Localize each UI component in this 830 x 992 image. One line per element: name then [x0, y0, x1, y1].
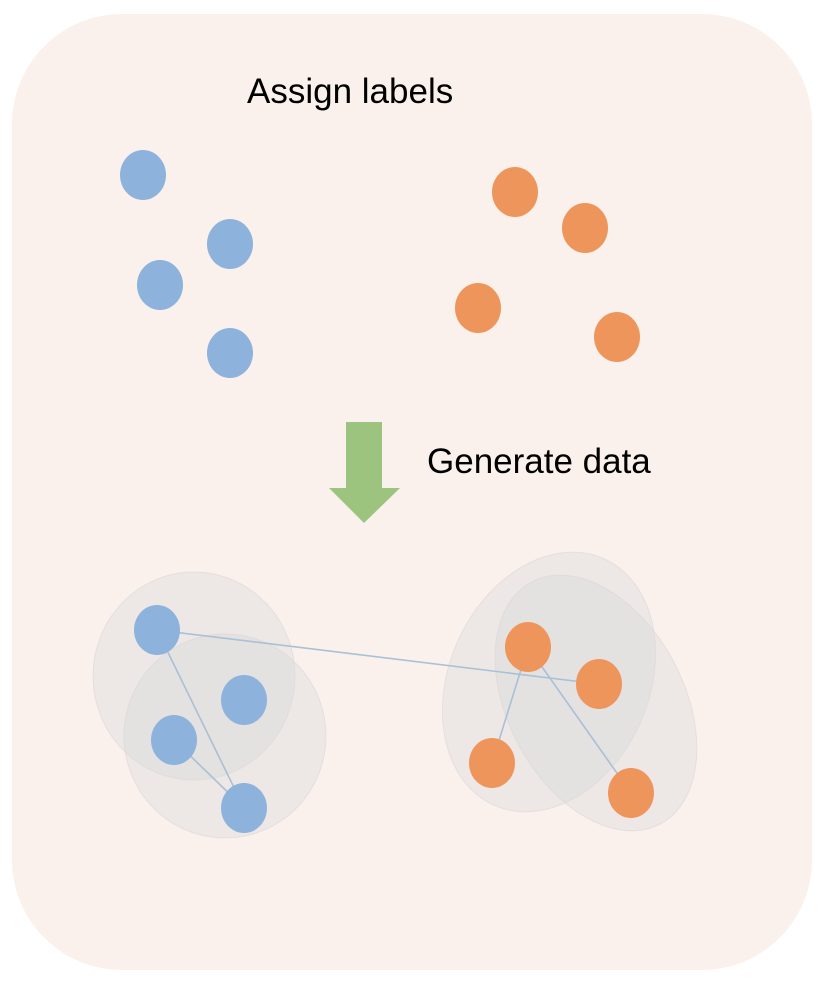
blue-point: [134, 605, 180, 655]
cluster-region: [123, 633, 327, 839]
orange-point: [562, 203, 608, 253]
labeled-points-group-blue: [120, 150, 253, 378]
orange-point: [469, 738, 515, 788]
blue-point: [221, 675, 267, 725]
orange-point: [576, 659, 622, 709]
edge: [156, 629, 600, 685]
cluster-regions-orange: [441, 551, 698, 832]
orange-point: [492, 167, 538, 217]
labeled-points-group-orange: [455, 167, 640, 362]
generated-points-blue: [134, 605, 267, 833]
assign-labels-caption: Assign labels: [247, 72, 454, 111]
blue-point: [207, 328, 253, 378]
blue-point: [221, 783, 267, 833]
orange-point: [505, 622, 551, 672]
generate-data-caption: Generate data: [427, 442, 651, 481]
generated-points-orange: [469, 622, 654, 818]
orange-point: [594, 312, 640, 362]
orange-point: [455, 283, 501, 333]
blue-point: [151, 715, 197, 765]
blue-point: [120, 150, 166, 200]
edge: [156, 629, 245, 809]
blue-point: [137, 260, 183, 310]
cluster-regions-blue: [92, 571, 327, 839]
blue-point: [207, 219, 253, 269]
down-arrow-icon: [329, 422, 400, 523]
edge: [527, 646, 632, 794]
orange-point: [608, 768, 654, 818]
